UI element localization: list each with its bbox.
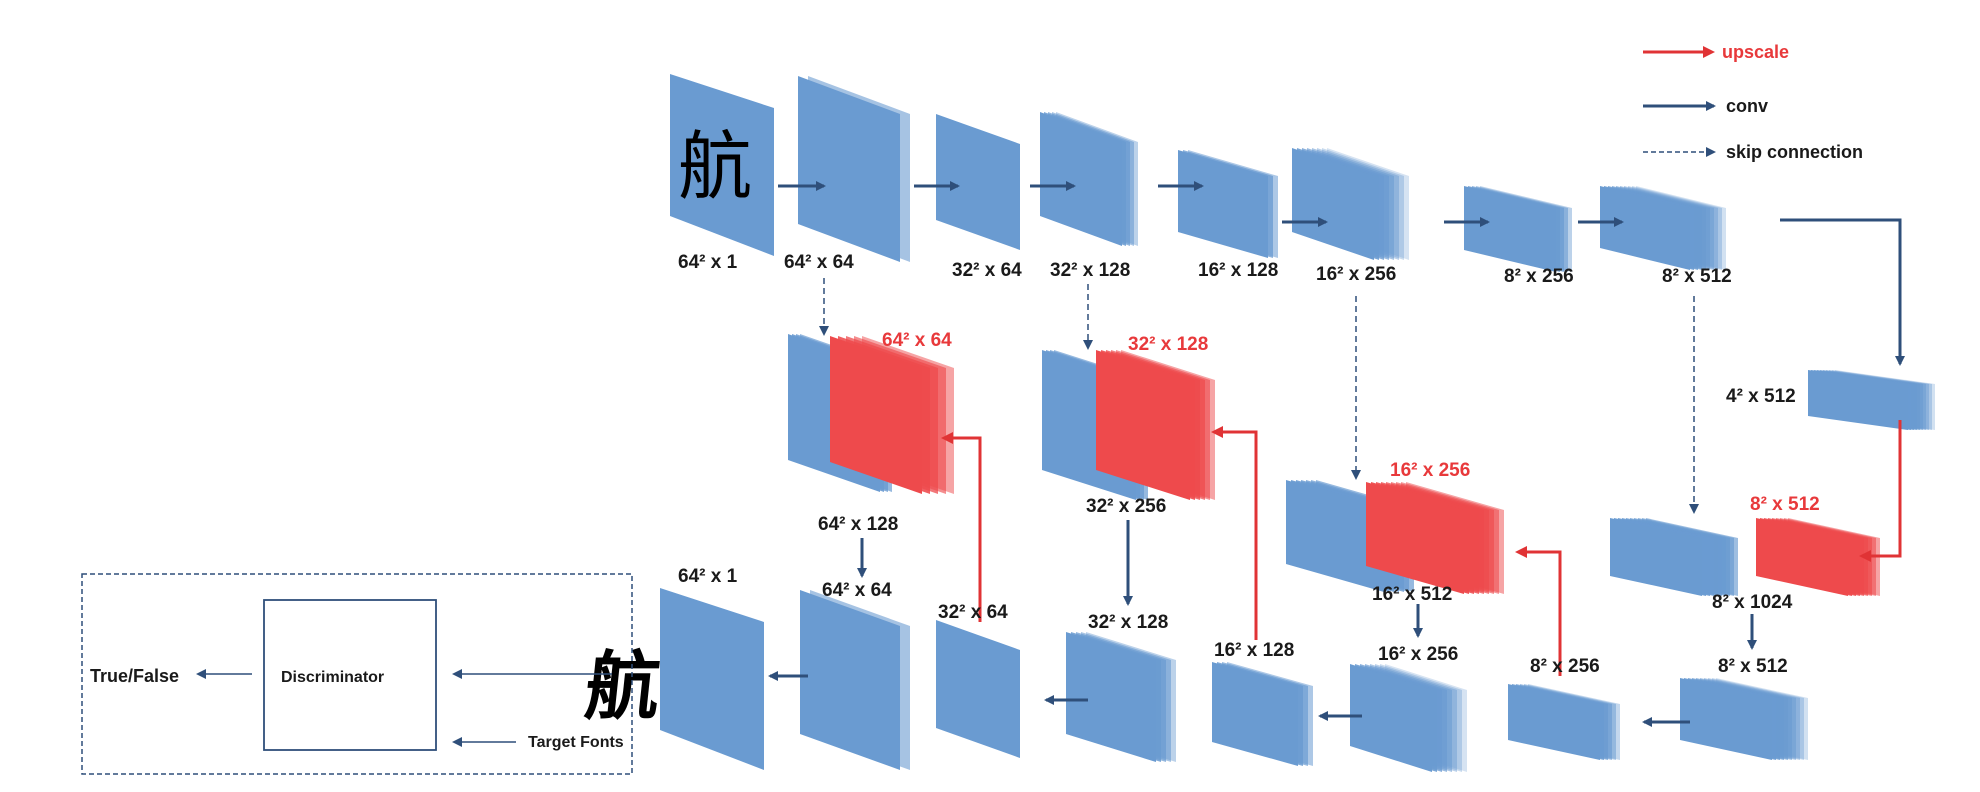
dec-block-8	[1680, 678, 1808, 760]
concat-3-red	[1366, 482, 1504, 594]
concat-label-4: 8² x 1024	[1712, 592, 1793, 613]
dec-label-2: 64² x 64	[822, 580, 892, 601]
concat-label-2: 32² x 256	[1086, 496, 1166, 517]
discriminator-panel: Discriminator True/False Target Fonts	[81, 573, 633, 775]
dec-label-3: 32² x 64	[938, 602, 1008, 623]
dec-block-3	[936, 620, 1020, 758]
enc-to-bottleneck	[1780, 218, 1905, 366]
discriminator-title: Discriminator	[281, 669, 384, 686]
dec-block-5	[1212, 662, 1313, 766]
enc-block-6	[1292, 148, 1409, 260]
concat-label-3: 16² x 512	[1372, 584, 1452, 605]
enc-label-4: 32² x 128	[1050, 260, 1130, 281]
concat-4-red	[1756, 518, 1880, 596]
dec-label-4: 32² x 128	[1088, 612, 1168, 633]
enc-block-8	[1600, 186, 1726, 270]
enc-block-7	[1464, 186, 1572, 272]
concat-1-red	[830, 336, 954, 494]
dec-label-1: 64² x 1	[678, 566, 738, 587]
bottleneck-label: 4² x 512	[1726, 386, 1796, 407]
input-glyph: 航	[678, 124, 752, 210]
enc-label-5: 16² x 128	[1198, 260, 1278, 281]
legend-conv-label: conv	[1726, 96, 1768, 116]
legend-skip-label: skip connection	[1726, 142, 1863, 162]
enc-label-7: 8² x 256	[1504, 266, 1574, 287]
discriminator-box	[263, 599, 437, 751]
concat-4-blue	[1610, 518, 1738, 596]
discriminator-target: Target Fonts	[528, 734, 624, 751]
legend: upscale conv skip connection	[1643, 42, 1863, 162]
dec-block-7	[1508, 684, 1620, 760]
output-glyph: 航	[581, 643, 664, 730]
enc-label-6: 16² x 256	[1316, 264, 1396, 285]
bottleneck-stack	[1808, 370, 1935, 430]
dec-label-7: 8² x 256	[1530, 656, 1600, 677]
enc-block-3	[936, 114, 1020, 250]
encoder-row: 航	[670, 74, 1726, 272]
up-label-2: 32² x 128	[1128, 334, 1208, 355]
enc-label-1: 64² x 1	[678, 252, 738, 273]
enc-block-4	[1040, 112, 1138, 246]
decoder-row: 航	[581, 588, 1808, 772]
arrows	[768, 181, 1905, 727]
concat-row	[788, 334, 1880, 596]
dec-block-4	[1066, 632, 1176, 762]
up-arrow-3	[1515, 546, 1562, 676]
up-label-1: 64² x 64	[882, 330, 952, 351]
up-label-4: 8² x 512	[1750, 494, 1820, 515]
enc-label-2: 64² x 64	[784, 252, 854, 273]
up-arrow-1	[941, 432, 982, 622]
legend-upscale-label: upscale	[1722, 42, 1789, 62]
dec-block-2	[800, 590, 910, 770]
enc-block-2	[798, 76, 910, 262]
concat-label-1: 64² x 128	[818, 514, 898, 535]
dec-label-5: 16² x 128	[1214, 640, 1294, 661]
dec-block-6	[1350, 664, 1467, 772]
up-arrow-4	[1859, 420, 1902, 562]
dec-label-8: 8² x 512	[1718, 656, 1788, 677]
input-plane: 航	[670, 74, 774, 256]
output-plane: 航	[581, 588, 764, 770]
concat-2-red	[1096, 350, 1215, 500]
enc-label-8: 8² x 512	[1662, 266, 1732, 287]
enc-label-3: 32² x 64	[952, 260, 1022, 281]
up-arrow-2	[1211, 426, 1258, 640]
up-label-3: 16² x 256	[1390, 460, 1470, 481]
bottleneck-block	[1808, 370, 1935, 430]
discriminator-output: True/False	[90, 666, 179, 686]
dec-label-6: 16² x 256	[1378, 644, 1458, 665]
enc-block-5	[1178, 150, 1278, 258]
discriminator-dashed-frame	[81, 573, 633, 775]
labels: 64² x 1 64² x 64 32² x 64 32² x 128 16² …	[678, 252, 1820, 677]
